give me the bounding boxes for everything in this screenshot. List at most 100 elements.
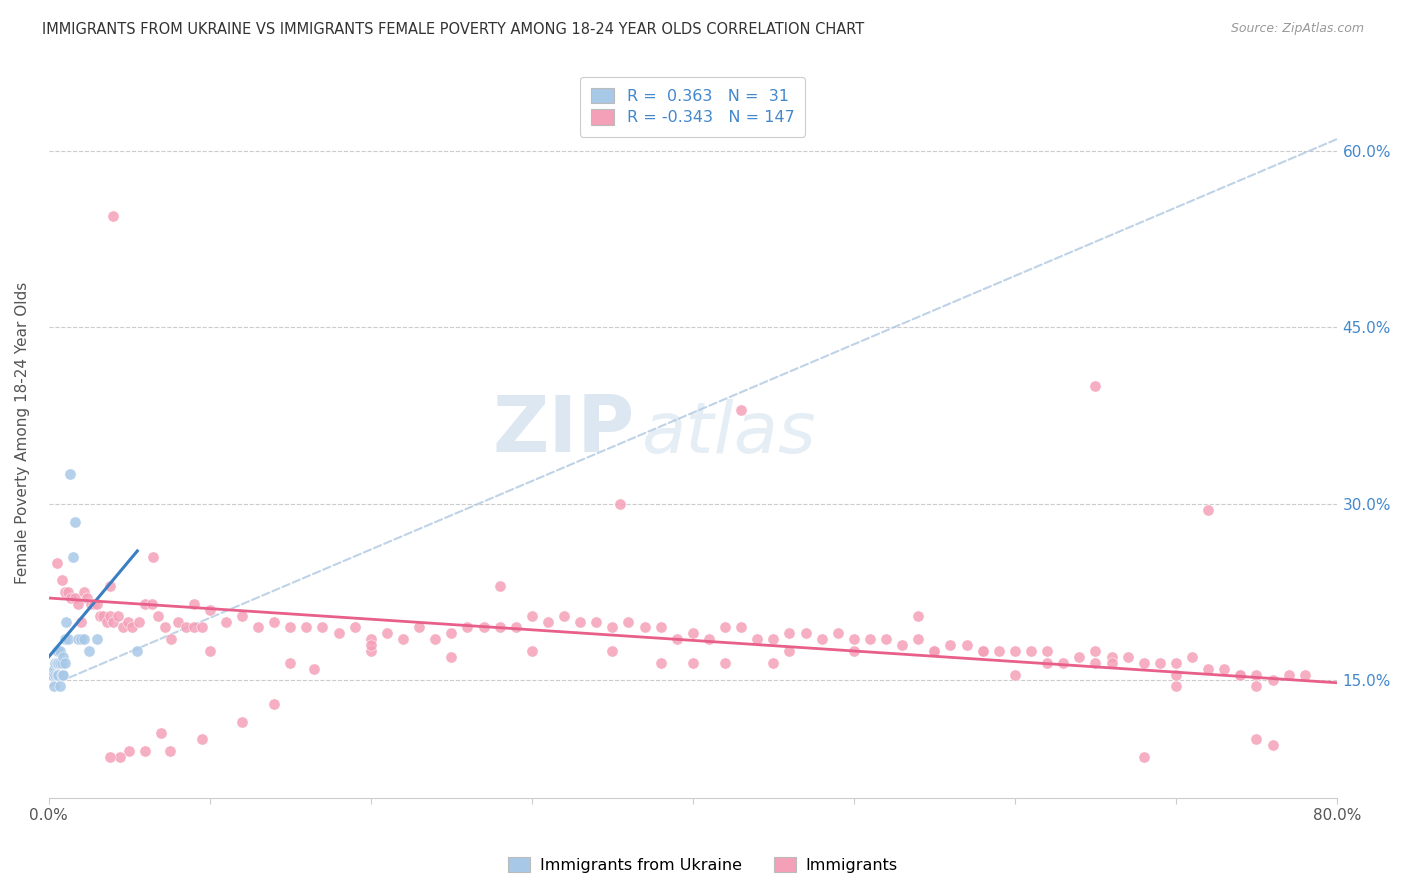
Point [972,644,994,658]
Point [89,608,111,623]
Point [56,585,79,599]
Point [70,632,93,647]
Point [425,632,447,647]
Point [48,644,70,658]
Point [762,656,785,670]
Point [148,608,170,623]
Text: Source: ZipAtlas.com: Source: ZipAtlas.com [1230,22,1364,36]
Point [52,649,75,664]
Point [924,644,946,658]
Point [118,744,141,758]
Point [617,615,640,629]
Point [762,632,785,647]
Point [328,626,350,640]
Point [665,632,688,647]
Point [70,615,93,629]
Point [215,615,238,629]
Point [520,644,543,658]
Point [76,591,98,605]
Point [730,402,752,417]
Point [295,620,318,634]
Point [714,620,737,634]
Point [231,714,253,729]
Point [83,597,105,611]
Point [48,656,70,670]
Text: atlas: atlas [641,399,815,467]
Point [343,620,366,634]
Point [360,638,382,652]
Point [52,667,75,681]
Point [98,750,121,764]
Point [778,626,800,640]
Point [304,662,326,676]
Point [1278,667,1301,681]
Point [134,744,156,758]
Point [1084,656,1107,670]
Point [45,556,67,570]
Point [375,626,398,640]
Point [56,632,79,647]
Point [128,615,150,629]
Point [1036,644,1059,658]
Point [174,620,197,634]
Point [602,644,624,658]
Point [134,597,156,611]
Point [714,656,737,670]
Point [1164,679,1187,693]
Point [49,656,72,670]
Point [1101,656,1123,670]
Point [1229,667,1251,681]
Point [633,620,655,634]
Point [1132,750,1154,764]
Point [1213,662,1236,676]
Point [160,632,183,647]
Point [73,585,96,599]
Point [553,608,575,623]
Point [1019,644,1042,658]
Point [1084,379,1107,393]
Point [51,656,73,670]
Point [101,209,124,223]
Point [127,644,149,658]
Point [907,608,929,623]
Point [93,608,115,623]
Point [96,615,118,629]
Point [77,644,100,658]
Point [86,597,108,611]
Point [63,591,86,605]
Point [247,620,270,634]
Point [1052,656,1074,670]
Point [609,497,631,511]
Point [1246,667,1268,681]
Point [263,697,285,711]
Point [53,585,76,599]
Point [1132,656,1154,670]
Point [79,597,101,611]
Point [53,656,76,670]
Text: IMMIGRANTS FROM UKRAINE VS IMMIGRANTS FEMALE POVERTY AMONG 18-24 YEAR OLDS CORRE: IMMIGRANTS FROM UKRAINE VS IMMIGRANTS FE… [42,22,865,37]
Point [360,632,382,647]
Point [153,620,176,634]
Point [48,667,70,681]
Point [98,579,121,593]
Point [1164,656,1187,670]
Point [150,726,173,740]
Point [440,649,463,664]
Point [45,644,67,658]
Point [520,608,543,623]
Point [1084,644,1107,658]
Point [166,615,188,629]
Point [190,732,212,747]
Point [66,632,89,647]
Point [63,515,86,529]
Point [190,620,212,634]
Point [408,620,430,634]
Point [1261,673,1284,688]
Point [1246,679,1268,693]
Point [682,656,704,670]
Point [472,620,495,634]
Point [810,632,832,647]
Y-axis label: Female Poverty Among 18-24 Year Olds: Female Poverty Among 18-24 Year Olds [15,282,30,584]
Point [59,467,82,482]
Point [231,608,253,623]
